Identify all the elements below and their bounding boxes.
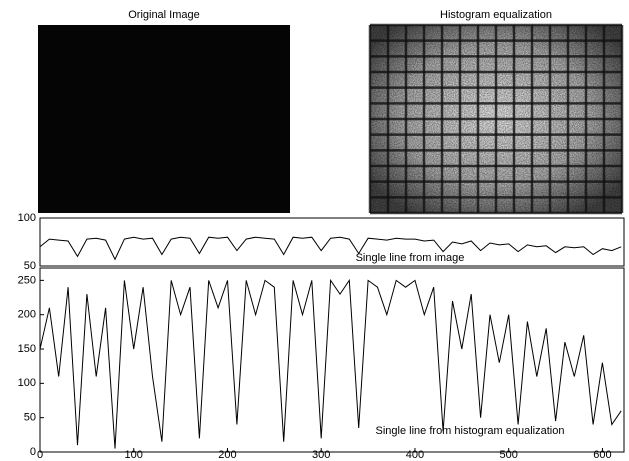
x-tick-label: 300 [312,449,330,461]
y-tick-label: 100 [18,377,36,389]
x-tick-label: 100 [125,449,143,461]
x-tick-label: 0 [37,449,43,461]
y-tick-label: 150 [18,343,36,355]
image-title: Histogram equalization [440,9,552,21]
y-tick-label: 50 [24,412,36,424]
image-equalized [368,23,624,215]
y-tick-label: 0 [30,446,36,458]
y-tick-label: 200 [18,309,36,321]
x-tick-label: 500 [500,449,518,461]
image-title: Original Image [128,9,200,21]
data-line [39,236,622,261]
data-line [39,278,622,449]
annotation: Single line from image [356,252,465,264]
axes-box [39,267,625,453]
x-tick-label: 400 [406,449,424,461]
y-tick-label: 50 [24,260,36,272]
y-tick-label: 250 [18,274,36,286]
annotation: Single line from histogram equalization [376,425,565,437]
x-tick-label: 600 [593,449,611,461]
y-tick-label: 100 [18,212,36,224]
image-original [38,25,290,213]
axes-box [39,217,625,267]
x-tick-label: 200 [218,449,236,461]
